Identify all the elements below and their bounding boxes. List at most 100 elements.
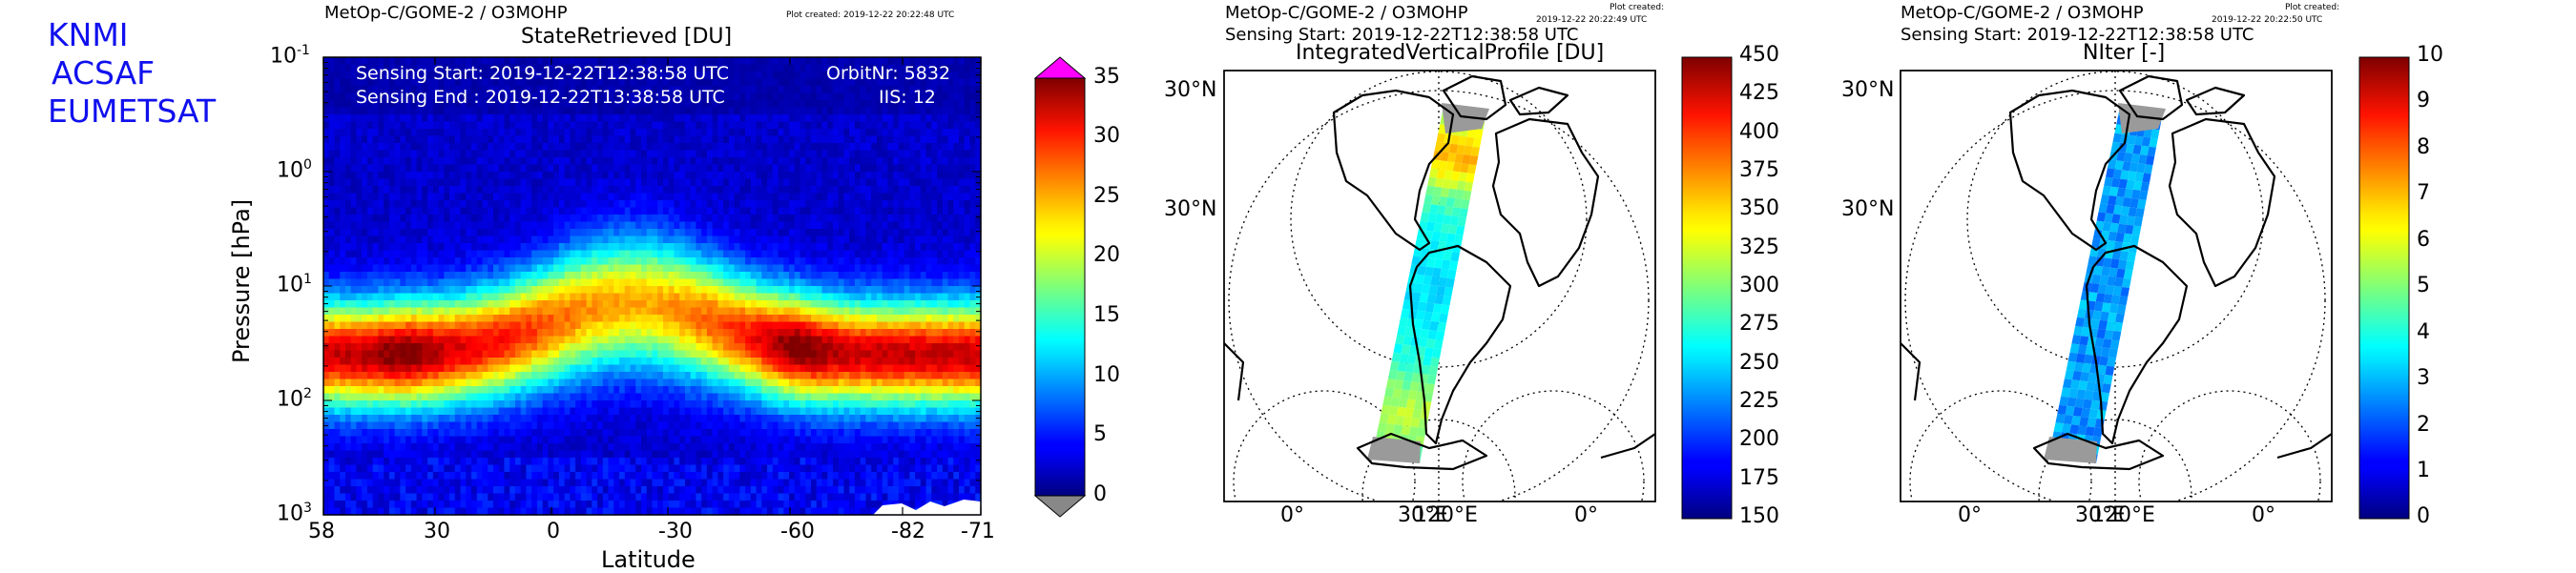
heatmap-cell [410,143,418,152]
heatmap-cell [652,336,658,344]
heatmap-cell [449,243,456,252]
heatmap-cell [597,221,604,230]
heatmap-cell [668,458,675,466]
heatmap-cell [514,164,522,173]
heatmap-cell [454,372,462,380]
heatmap-cell [597,250,604,258]
heatmap-cell [739,486,746,495]
heatmap-cell [701,57,708,66]
heatmap-cell [646,86,654,94]
heatmap-cell [454,272,462,280]
heatmap-cell [745,172,752,180]
heatmap-cell [679,221,686,230]
heatmap-cell [432,121,440,130]
heatmap-cell [492,336,500,344]
heatmap-cell [482,421,488,430]
heatmap-cell [690,243,697,252]
heatmap-cell [356,200,363,209]
heatmap-cell [449,421,456,430]
heatmap-cell [701,507,708,516]
heatmap-cell [488,493,494,501]
heatmap-cell [679,72,686,80]
heatmap-cell [548,257,554,266]
heatmap-cell [328,300,336,309]
heatmap-cell [520,436,528,444]
heatmap-cell [646,400,654,409]
heatmap-cell [466,178,472,187]
heatmap-cell [476,450,484,459]
heatmap-cell [334,293,341,301]
heatmap-cell [350,329,358,338]
heatmap-cell [388,207,396,215]
heatmap-cell [745,257,752,266]
heatmap-cell [690,186,697,194]
heatmap-cell [514,221,522,230]
heatmap-cell [432,107,440,115]
heatmap-cell [410,92,418,101]
heatmap-cell [553,400,560,409]
heatmap-cell [745,286,752,295]
heatmap-cell [444,143,450,152]
heatmap-cell [526,315,532,323]
heatmap-cell [526,379,532,387]
heatmap-cell [476,493,484,501]
heatmap-cell [492,72,500,80]
heatmap-cell [531,286,538,295]
heatmap-cell [745,429,752,438]
heatmap-cell [739,100,746,109]
heatmap-cell [652,86,658,94]
heatmap-cell [679,86,686,94]
heatmap-cell [597,264,604,273]
heatmap-cell [646,78,654,87]
heatmap-cell [378,107,384,115]
heatmap-cell [492,286,500,295]
heatmap-cell [684,429,692,438]
heatmap-cell [548,479,554,487]
heatmap-cell [372,257,380,266]
heatmap-cell [509,107,516,115]
heatmap-cell [460,443,467,452]
heatmap-cell [674,364,680,373]
heatmap-cell [416,243,423,252]
heatmap-cell [613,486,620,495]
heatmap-cell [509,172,516,180]
heatmap-cell [739,307,746,316]
heatmap-cell [679,321,686,330]
heatmap-cell [536,393,544,401]
heatmap-cell [350,257,358,266]
heatmap-cell [460,472,467,481]
heatmap-cell [466,121,472,130]
heatmap-cell [592,172,598,180]
heatmap-cell [438,78,445,87]
heatmap-cell [340,329,346,338]
heatmap-cell [745,135,752,144]
heatmap-cell [635,358,642,366]
heatmap-cell [344,129,352,137]
heatmap-cell [684,207,692,215]
heatmap-cell [416,321,423,330]
heatmap-cell [471,92,478,101]
heatmap-cell [553,57,560,66]
heatmap-cell [679,215,686,223]
heatmap-cell [542,443,550,452]
heatmap-cell [400,429,406,438]
heatmap-cell [706,92,714,101]
heatmap-cell [416,407,423,416]
heatmap-cell [460,293,467,301]
heatmap-cell [427,443,434,452]
heatmap-cell [344,421,352,430]
heatmap-cell [608,436,614,444]
heatmap-cell [739,129,746,137]
heatmap-cell [734,243,740,252]
heatmap-cell [580,135,588,144]
heatmap-cell [717,393,724,401]
heatmap-cell [334,364,341,373]
heatmap-cell [564,350,571,358]
heatmap-cell [520,150,528,158]
heatmap-cell [575,315,582,323]
heatmap-cell [619,257,626,266]
heatmap-cell [394,172,401,180]
heatmap-cell [449,164,456,173]
heatmap-cell [674,321,680,330]
heatmap-cell [498,178,506,187]
